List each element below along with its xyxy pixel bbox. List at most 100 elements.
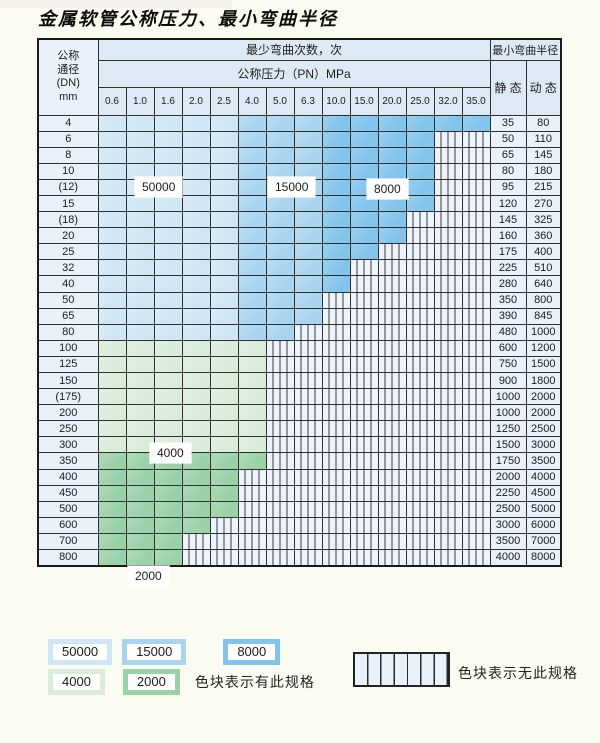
no-spec-cell (405, 436, 435, 454)
dynamic-radius-cell: 360 (525, 227, 562, 245)
spec-cell (265, 227, 295, 245)
spec-cell (125, 259, 155, 277)
spec-cell (153, 468, 183, 486)
spec-cell (125, 162, 155, 180)
spec-cell (209, 307, 239, 325)
no-spec-cell (405, 420, 435, 438)
spec-cell (181, 388, 211, 406)
no-spec-cell (265, 500, 295, 518)
no-spec-cell (181, 532, 211, 551)
no-spec-cell (405, 516, 435, 534)
dn-column-header: 公称 通径 (DN) mm (37, 38, 99, 116)
spec-cell (405, 178, 435, 196)
spec-cell (181, 500, 211, 518)
zone-cycles-label: 4000 (150, 443, 191, 463)
dn-cell: 10 (37, 162, 99, 180)
no-spec-cell (321, 436, 351, 454)
no-spec-cell (349, 500, 379, 518)
dynamic-radius-cell: 1800 (525, 371, 562, 390)
spec-cell (97, 468, 127, 486)
table-row: 300 1500 3000 (37, 436, 562, 454)
legend-chip-label: 4000 (53, 674, 100, 690)
static-radius-cell: 1000 (489, 404, 527, 422)
spec-cell (125, 339, 155, 357)
spec-cell (237, 162, 267, 180)
no-spec-cell (377, 404, 407, 422)
table-row: 350 1750 3500 (37, 452, 562, 470)
spec-table: 公称 通径 (DN) mm 最少弯曲次数，次 最小弯曲半径 公称压力（PN）MPa 静 态动 … (37, 38, 562, 567)
no-spec-cell (461, 259, 491, 277)
no-spec-cell (461, 275, 491, 293)
spec-cell (181, 227, 211, 245)
no-spec-cell (405, 227, 435, 245)
no-spec-cell (433, 371, 463, 390)
dynamic-radius-cell: 640 (525, 275, 562, 293)
no-spec-cell (293, 549, 323, 567)
no-spec-cell (321, 404, 351, 422)
no-spec-cell (349, 484, 379, 502)
no-spec-cell (265, 404, 295, 422)
spec-cell (125, 227, 155, 245)
dn-cell: 125 (37, 355, 99, 374)
dynamic-radius-cell: 4500 (525, 484, 562, 502)
spec-cell (125, 484, 155, 502)
no-spec-cell (433, 259, 463, 277)
spec-cell (153, 500, 183, 518)
spec-cell (153, 275, 183, 293)
no-spec-cell (433, 211, 463, 229)
spec-cell (181, 516, 211, 534)
no-spec-cell (237, 468, 267, 486)
no-spec-cell (433, 484, 463, 502)
zone-cycles-label: 8000 (367, 179, 408, 199)
spec-cell (321, 178, 351, 196)
spec-cell (181, 275, 211, 293)
spec-cell (237, 307, 267, 325)
no-spec-cell (349, 388, 379, 406)
table-row: 400 2000 4000 (37, 468, 562, 486)
spec-cell (209, 371, 239, 390)
spec-cell (97, 371, 127, 390)
pressure-tick: 6.3 (293, 86, 323, 116)
no-spec-cell (405, 404, 435, 422)
static-radius-cell: 95 (489, 178, 527, 196)
no-spec-cell (293, 468, 323, 486)
static-radius-cell: 160 (489, 227, 527, 245)
zone-cycles-label: 50000 (135, 177, 183, 197)
no-spec-cell (293, 500, 323, 518)
spec-cell (153, 323, 183, 341)
no-spec-legend-text: 色块表示无此规格 (458, 665, 578, 681)
static-radius-cell: 3500 (489, 532, 527, 551)
no-spec-cell (349, 355, 379, 374)
spec-cell (209, 388, 239, 406)
pressure-tick: 15.0 (349, 86, 379, 116)
spec-cell (209, 259, 239, 277)
spec-cell (97, 130, 127, 148)
spec-cell (377, 162, 407, 180)
no-spec-cell (377, 500, 407, 518)
dynamic-radius-cell: 1500 (525, 355, 562, 374)
no-spec-cell (377, 532, 407, 551)
static-radius-cell: 175 (489, 243, 527, 261)
no-spec-cell (433, 146, 463, 164)
spec-cell (125, 211, 155, 229)
no-spec-cell (461, 516, 491, 534)
no-spec-cell (405, 355, 435, 374)
no-spec-cell (349, 452, 379, 470)
spec-cell (97, 339, 127, 357)
no-spec-cell (265, 484, 295, 502)
static-radius-cell: 50 (489, 130, 527, 148)
static-radius-cell: 2500 (489, 500, 527, 518)
no-spec-cell (349, 436, 379, 454)
spec-cell (97, 275, 127, 293)
legend-green-chips: 4000 2000 色块表示有此规格 (48, 669, 315, 695)
no-spec-cell (405, 259, 435, 277)
spec-cell (293, 275, 323, 293)
spec-cell (97, 243, 127, 261)
no-spec-cell (237, 500, 267, 518)
no-spec-cell (265, 436, 295, 454)
spec-cell (405, 146, 435, 164)
static-radius-cell: 350 (489, 291, 527, 309)
pressure-tick: 32.0 (433, 86, 463, 116)
spec-cell (377, 146, 407, 164)
spec-cell (125, 146, 155, 164)
